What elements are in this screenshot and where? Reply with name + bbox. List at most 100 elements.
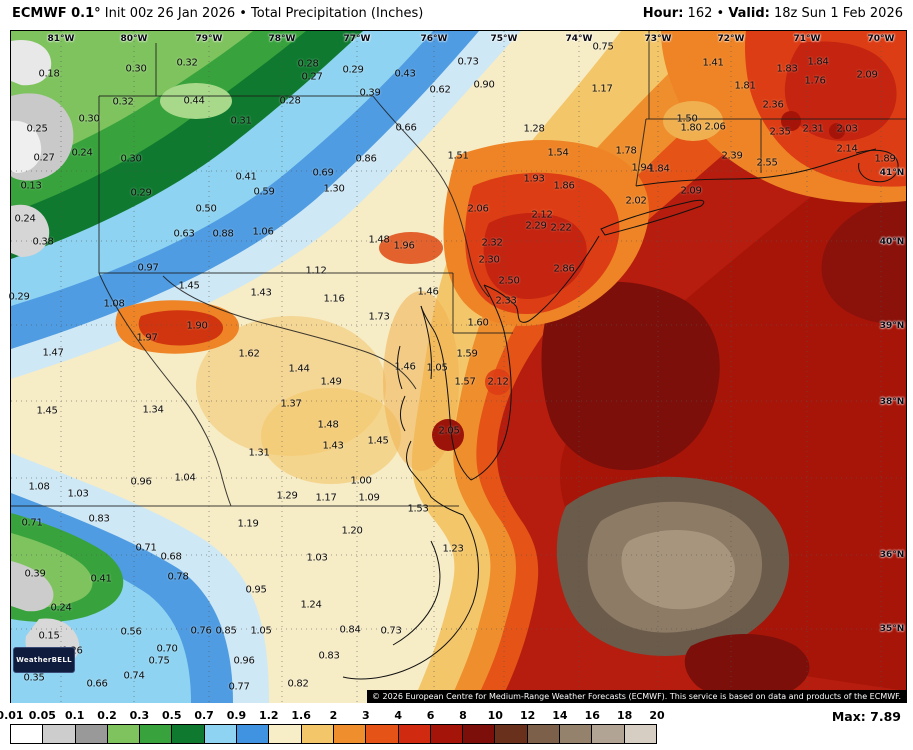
precip-value: 1.53 xyxy=(407,503,429,515)
precip-value: 2.39 xyxy=(721,150,743,162)
legend-tick: 14 xyxy=(552,709,568,722)
precip-value: 1.37 xyxy=(280,398,302,410)
precip-value: 0.83 xyxy=(318,650,340,662)
precip-value: 1.03 xyxy=(306,552,328,564)
precip-value: 0.82 xyxy=(287,678,309,690)
precip-value: 0.74 xyxy=(123,670,145,682)
legend-tick: 6 xyxy=(426,709,435,722)
precip-value: 1.84 xyxy=(807,56,829,68)
precip-value: 0.32 xyxy=(112,96,134,108)
precip-value: 0.43 xyxy=(394,68,416,80)
precip-value: 0.69 xyxy=(312,167,334,179)
lat-label: 41°N xyxy=(879,168,905,178)
precip-value: 0.39 xyxy=(359,87,381,99)
precip-value: 0.83 xyxy=(88,513,110,525)
precip-value: 0.95 xyxy=(245,584,267,596)
legend-tick: 10 xyxy=(487,709,503,722)
legend-color-box xyxy=(365,724,399,744)
precip-value: 1.46 xyxy=(417,286,439,298)
precip-value: 0.71 xyxy=(21,517,43,529)
precip-value: 0.68 xyxy=(160,551,182,563)
precip-value: 1.57 xyxy=(454,376,476,388)
init-subtitle: Init 00z 26 Jan 2026 • Total Precipitati… xyxy=(100,6,424,21)
legend-tick: 0.5 xyxy=(162,709,182,722)
state-borders xyxy=(11,31,906,507)
precip-value: 0.39 xyxy=(24,568,46,580)
weatherbell-logo-text: WeatherBELL xyxy=(16,656,72,664)
precip-value: 0.31 xyxy=(230,115,252,127)
legend-tick: 12 xyxy=(519,709,536,722)
precip-value: 2.22 xyxy=(550,222,572,234)
precip-value: 0.27 xyxy=(301,71,323,83)
precip-value: 0.27 xyxy=(33,152,55,164)
precip-value: 0.63 xyxy=(173,228,195,240)
legend-tick: 20 xyxy=(649,709,665,722)
precip-value: 1.84 xyxy=(648,163,670,175)
precip-value: 1.81 xyxy=(734,80,756,92)
precip-value: 1.04 xyxy=(174,472,196,484)
precip-value: 1.48 xyxy=(317,419,339,431)
lat-label: 40°N xyxy=(879,237,905,247)
precip-value: 0.66 xyxy=(395,122,417,134)
precip-value: 1.59 xyxy=(456,348,478,360)
precip-value: 0.56 xyxy=(120,626,142,638)
legend-color-box xyxy=(203,724,238,744)
precip-value: 1.03 xyxy=(67,488,89,500)
precip-value: 0.30 xyxy=(120,153,142,165)
precip-value: 0.97 xyxy=(137,262,159,274)
precip-value: 1.47 xyxy=(42,347,64,359)
weatherbell-logo: WeatherBELL xyxy=(13,647,75,673)
precip-value: 0.25 xyxy=(26,123,48,135)
legend-tick: 8 xyxy=(459,709,467,722)
precip-value: 1.16 xyxy=(323,293,345,305)
legend-color-box xyxy=(494,724,528,744)
precip-value: 0.44 xyxy=(183,95,205,107)
precip-value: 1.41 xyxy=(702,57,724,69)
precip-value: 2.55 xyxy=(756,157,778,169)
hour-label: Hour: xyxy=(642,6,684,21)
precip-value: 1.24 xyxy=(300,599,322,611)
precip-value: 0.70 xyxy=(156,643,178,655)
legend-color-box xyxy=(332,724,367,744)
precip-value: 0.84 xyxy=(339,624,361,636)
precip-value: 1.44 xyxy=(288,363,310,375)
precip-value: 2.09 xyxy=(856,69,878,81)
precip-value: 2.02 xyxy=(625,195,647,207)
lon-label: 77°W xyxy=(343,34,371,44)
precip-value: 0.24 xyxy=(71,147,93,159)
precip-value: 1.08 xyxy=(103,298,125,310)
precip-value: 1.50 xyxy=(676,113,698,125)
precip-value: 0.18 xyxy=(38,68,60,80)
legend-color-box xyxy=(591,724,625,744)
precip-value: 1.49 xyxy=(320,376,342,388)
lon-label: 79°W xyxy=(195,34,223,44)
precip-value: 0.32 xyxy=(176,57,198,69)
precip-value: 0.50 xyxy=(195,203,217,215)
lon-label: 78°W xyxy=(268,34,296,44)
legend-tick: 0.9 xyxy=(226,709,247,722)
precip-value: 0.77 xyxy=(228,681,250,693)
precip-value: 1.93 xyxy=(523,173,545,185)
legend-color-box xyxy=(429,724,464,744)
precip-value: 1.34 xyxy=(142,404,164,416)
precip-value: 0.24 xyxy=(50,602,72,614)
legend-tick-labels: 0.01 0.05 0.1 0.2 0.3 0.5 0.7 0.9 1.2 1.6 2 3 4 6 8 10 1… xyxy=(0,709,665,722)
legend-color-box xyxy=(300,724,334,744)
precip-value: 0.73 xyxy=(380,625,402,637)
precip-value: 2.31 xyxy=(802,123,824,135)
precip-value: 2.33 xyxy=(495,295,517,307)
precip-value: 1.12 xyxy=(305,265,327,277)
precip-value: 1.62 xyxy=(238,348,260,360)
legend-tick: 0.7 xyxy=(194,709,214,722)
precip-value: 0.30 xyxy=(78,113,100,125)
legend-tick: 0.01 xyxy=(0,709,24,722)
valid-label: Valid: xyxy=(728,6,770,21)
precip-value: 0.85 xyxy=(215,625,237,637)
legend-color-box xyxy=(74,724,108,744)
precip-value: 1.94 xyxy=(631,162,653,174)
precip-value: 0.29 xyxy=(342,64,364,76)
graticule xyxy=(11,31,906,703)
precip-value: 2.35 xyxy=(769,126,791,138)
legend-color-box xyxy=(397,724,431,744)
legend-color-box xyxy=(526,724,561,744)
